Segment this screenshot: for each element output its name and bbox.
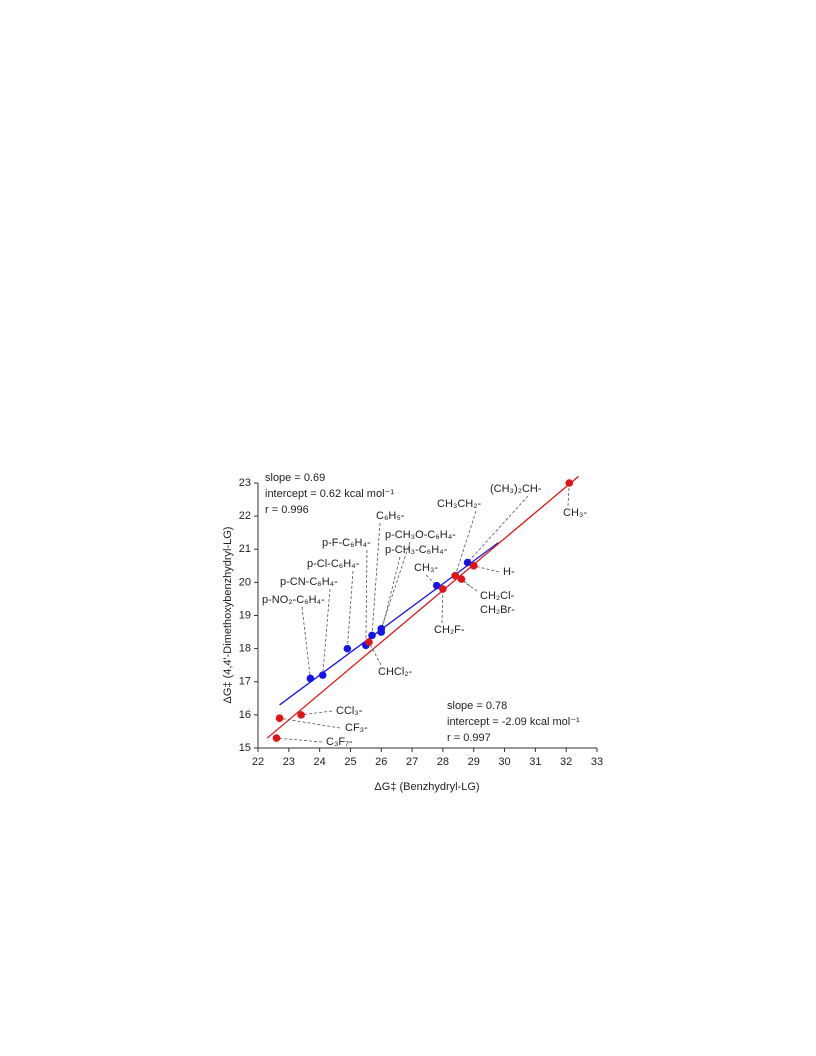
leader-line <box>368 641 382 666</box>
x-tick-label: 32 <box>560 756 572 768</box>
leader-line <box>380 541 411 629</box>
x-tick-label: 24 <box>314 756 326 768</box>
x-tick-label: 33 <box>591 756 603 768</box>
point-label: p-F-C₆H₄- <box>322 537 371 549</box>
leader-line <box>441 588 444 624</box>
point-label: p-CN-C₆H₄- <box>280 576 338 588</box>
y-tick-label: 23 <box>239 477 251 489</box>
point-label: CH₂Br- <box>480 604 515 616</box>
y-tick-label: 15 <box>239 742 251 754</box>
point <box>469 562 478 570</box>
leader-line <box>567 482 570 507</box>
x-tick-label: 25 <box>344 756 356 768</box>
point <box>463 558 472 567</box>
point-label: (CH₃)₂CH- <box>490 483 542 495</box>
leader-line <box>322 588 331 676</box>
leader-line <box>380 556 401 633</box>
leader-line <box>301 710 333 716</box>
x-tick-label: 22 <box>252 756 264 768</box>
point <box>451 571 460 580</box>
fit-line <box>279 542 499 706</box>
point <box>343 644 352 653</box>
fit-line <box>266 475 579 739</box>
point-label: CH₂Cl- <box>480 590 515 602</box>
point-label: CH₃- <box>414 562 438 574</box>
point-label: C₃F₇- <box>326 736 353 748</box>
point-label: C₆H₅- <box>376 510 405 522</box>
fit-annotation: intercept = 0.62 kcal mol⁻¹ <box>265 488 394 500</box>
leader-line <box>473 565 500 573</box>
y-tick-label: 19 <box>239 609 251 621</box>
y-tick-label: 18 <box>239 643 251 655</box>
x-tick-label: 30 <box>498 756 510 768</box>
y-tick-label: 21 <box>239 543 251 555</box>
point <box>368 631 376 640</box>
leader-line <box>454 510 477 576</box>
point-label: p-CH₃-C₆H₄- <box>385 544 448 556</box>
leader-line <box>365 549 368 646</box>
x-tick-label: 23 <box>283 756 295 768</box>
point <box>377 624 386 633</box>
y-tick-label: 17 <box>239 676 251 688</box>
point <box>565 479 574 487</box>
point <box>318 671 327 679</box>
point <box>439 585 447 593</box>
point-label: CHCl₂- <box>378 666 413 678</box>
fit-annotation: r = 0.997 <box>447 732 491 744</box>
point-label: p-NO₂-C₆H₄- <box>262 594 325 606</box>
x-axis-label: ΔG‡ (Benzhydryl-LG) <box>374 781 479 793</box>
leader-line <box>346 570 354 649</box>
point <box>272 734 281 742</box>
x-tick-label: 31 <box>529 756 541 768</box>
point-label: p-Cl-C₆H₄- <box>307 558 360 570</box>
x-tick-label: 27 <box>406 756 418 768</box>
leader-line <box>371 522 381 636</box>
x-tick-label: 29 <box>468 756 480 768</box>
leader-line <box>279 717 341 729</box>
point-label: CH₃- <box>563 507 587 519</box>
point <box>432 581 441 590</box>
leader-line <box>301 606 311 679</box>
y-axis-label: ΔG‡ (4,4'-Dimethoxybenzhydryl-LG) <box>222 527 234 704</box>
x-tick-label: 26 <box>375 756 387 768</box>
leader-line <box>461 578 471 587</box>
y-tick-label: 16 <box>239 709 251 721</box>
y-tick-label: 20 <box>239 576 251 588</box>
point <box>297 711 305 719</box>
point <box>306 674 315 683</box>
point-label: CH₂F- <box>434 624 465 636</box>
x-tick-label: 28 <box>437 756 449 768</box>
point-label: CH₃CH₂- <box>437 498 482 510</box>
point <box>365 638 373 646</box>
point-label: CF₃- <box>345 722 368 734</box>
point-label: p-CH₃O-C₆H₄- <box>385 529 456 541</box>
point <box>275 714 284 722</box>
point-label: CCl₃- <box>336 705 363 717</box>
fit-annotation: slope = 0.69 <box>265 472 325 484</box>
fit-annotation: slope = 0.78 <box>447 700 507 712</box>
fit-annotation: intercept = -2.09 kcal mol⁻¹ <box>447 716 580 728</box>
fit-annotation: r = 0.996 <box>265 504 309 516</box>
point <box>457 575 466 583</box>
y-tick-label: 22 <box>239 510 251 522</box>
leader-line <box>276 737 323 743</box>
point-label: H- <box>503 566 515 578</box>
